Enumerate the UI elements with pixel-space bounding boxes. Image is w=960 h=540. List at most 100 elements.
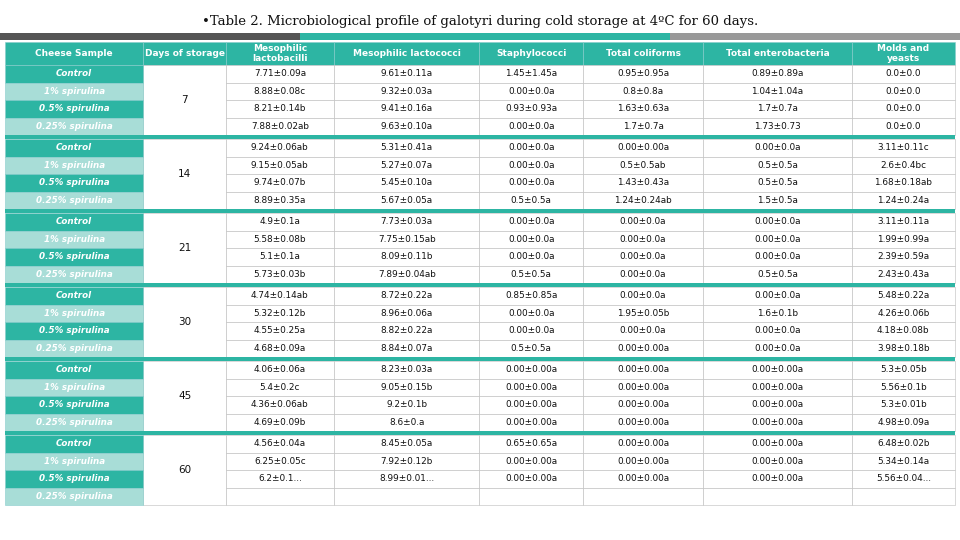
Bar <box>852 431 955 435</box>
Bar <box>704 357 852 361</box>
Bar <box>583 42 704 65</box>
Text: 0.00±0.00a: 0.00±0.00a <box>505 383 557 392</box>
Text: 0.00±0.00a: 0.00±0.00a <box>617 474 669 483</box>
Text: 5.58±0.08b: 5.58±0.08b <box>253 235 306 244</box>
Bar <box>583 287 704 305</box>
Bar <box>583 357 704 361</box>
Bar <box>334 135 479 139</box>
Text: 45: 45 <box>178 391 191 401</box>
Text: 5.31±0.41a: 5.31±0.41a <box>381 144 433 152</box>
Text: 0.25% spirulina: 0.25% spirulina <box>36 122 112 131</box>
Text: 1% spirulina: 1% spirulina <box>43 235 105 244</box>
Bar <box>479 135 583 139</box>
Bar <box>5 435 143 453</box>
Text: 0.25% spirulina: 0.25% spirulina <box>36 344 112 353</box>
Text: Control: Control <box>56 218 92 226</box>
Bar <box>704 340 852 357</box>
Bar <box>704 174 852 192</box>
Text: 8.84±0.07a: 8.84±0.07a <box>380 344 433 353</box>
Bar <box>583 453 704 470</box>
Bar <box>583 396 704 414</box>
Bar <box>704 157 852 174</box>
Text: 8.89±0.35a: 8.89±0.35a <box>253 196 306 205</box>
Bar <box>226 192 334 209</box>
Bar <box>852 157 955 174</box>
Bar <box>479 305 583 322</box>
Bar <box>852 287 955 305</box>
Bar <box>852 340 955 357</box>
Text: 0.00±0.00a: 0.00±0.00a <box>505 400 557 409</box>
Bar <box>334 431 479 435</box>
Text: 7.88±0.02ab: 7.88±0.02ab <box>251 122 309 131</box>
Bar <box>226 379 334 396</box>
Bar <box>852 231 955 248</box>
Bar <box>852 414 955 431</box>
Text: 0.00±0.00a: 0.00±0.00a <box>752 474 804 483</box>
Bar <box>704 414 852 431</box>
Text: 0.85±0.85a: 0.85±0.85a <box>505 292 558 300</box>
Bar <box>226 42 334 65</box>
Text: 0.00±0.0a: 0.00±0.0a <box>508 161 555 170</box>
Bar <box>479 453 583 470</box>
Text: 0.00±0.00a: 0.00±0.00a <box>505 366 557 374</box>
Text: 0.00±0.0a: 0.00±0.0a <box>508 87 555 96</box>
Bar <box>5 396 143 414</box>
Text: Mesophilic lactococci: Mesophilic lactococci <box>353 49 461 58</box>
Text: 1.24±0.24ab: 1.24±0.24ab <box>614 196 672 205</box>
Text: 0.00±0.0a: 0.00±0.0a <box>755 326 801 335</box>
Text: 0.00±0.00a: 0.00±0.00a <box>617 383 669 392</box>
Bar <box>334 157 479 174</box>
Text: 9.63±0.10a: 9.63±0.10a <box>381 122 433 131</box>
Text: 0.00±0.0a: 0.00±0.0a <box>508 218 555 226</box>
Bar <box>226 118 334 135</box>
Text: 8.72±0.22a: 8.72±0.22a <box>381 292 433 300</box>
Text: 7.73±0.03a: 7.73±0.03a <box>381 218 433 226</box>
Bar <box>704 192 852 209</box>
Text: 1.45±1.45a: 1.45±1.45a <box>505 70 557 78</box>
Bar <box>226 174 334 192</box>
Text: 14: 14 <box>178 169 191 179</box>
Bar <box>479 357 583 361</box>
Text: Molds and
yeasts: Molds and yeasts <box>877 44 929 63</box>
Bar <box>143 42 226 65</box>
Bar <box>143 213 226 283</box>
Text: 9.41±0.16a: 9.41±0.16a <box>381 104 433 113</box>
Bar <box>334 83 479 100</box>
Bar <box>479 361 583 379</box>
Text: 5.4±0.2c: 5.4±0.2c <box>260 383 300 392</box>
Bar <box>5 248 143 266</box>
Text: 0.00±0.0a: 0.00±0.0a <box>508 309 555 318</box>
Bar <box>852 42 955 65</box>
Bar <box>479 83 583 100</box>
Bar <box>583 83 704 100</box>
Bar <box>300 33 670 40</box>
Text: 0.25% spirulina: 0.25% spirulina <box>36 196 112 205</box>
Text: 0.00±0.00a: 0.00±0.00a <box>752 400 804 409</box>
Text: 4.06±0.06a: 4.06±0.06a <box>253 366 306 374</box>
Text: 8.45±0.05a: 8.45±0.05a <box>381 440 433 449</box>
Bar <box>704 118 852 135</box>
Text: 5.32±0.12b: 5.32±0.12b <box>253 309 306 318</box>
Text: 1.04±1.04a: 1.04±1.04a <box>752 87 804 96</box>
Text: 1.7±0.7a: 1.7±0.7a <box>623 122 663 131</box>
Bar <box>583 488 704 505</box>
Bar <box>479 139 583 157</box>
Bar <box>583 431 704 435</box>
Text: 5.3±0.01b: 5.3±0.01b <box>880 400 926 409</box>
Bar <box>226 100 334 118</box>
Bar <box>334 65 479 83</box>
Bar <box>583 470 704 488</box>
Bar <box>5 470 143 488</box>
Text: 0.8±0.8a: 0.8±0.8a <box>622 87 663 96</box>
Text: 30: 30 <box>178 317 191 327</box>
Text: 1.63±0.63a: 1.63±0.63a <box>617 104 669 113</box>
Text: 0.00±0.00a: 0.00±0.00a <box>617 366 669 374</box>
Bar <box>704 209 852 213</box>
Text: 0.5% spirulina: 0.5% spirulina <box>39 104 109 113</box>
Bar <box>226 248 334 266</box>
Bar <box>5 192 143 209</box>
Bar <box>704 83 852 100</box>
Text: Days of storage: Days of storage <box>145 49 225 58</box>
Text: 0.95±0.95a: 0.95±0.95a <box>617 70 669 78</box>
Bar <box>334 118 479 135</box>
